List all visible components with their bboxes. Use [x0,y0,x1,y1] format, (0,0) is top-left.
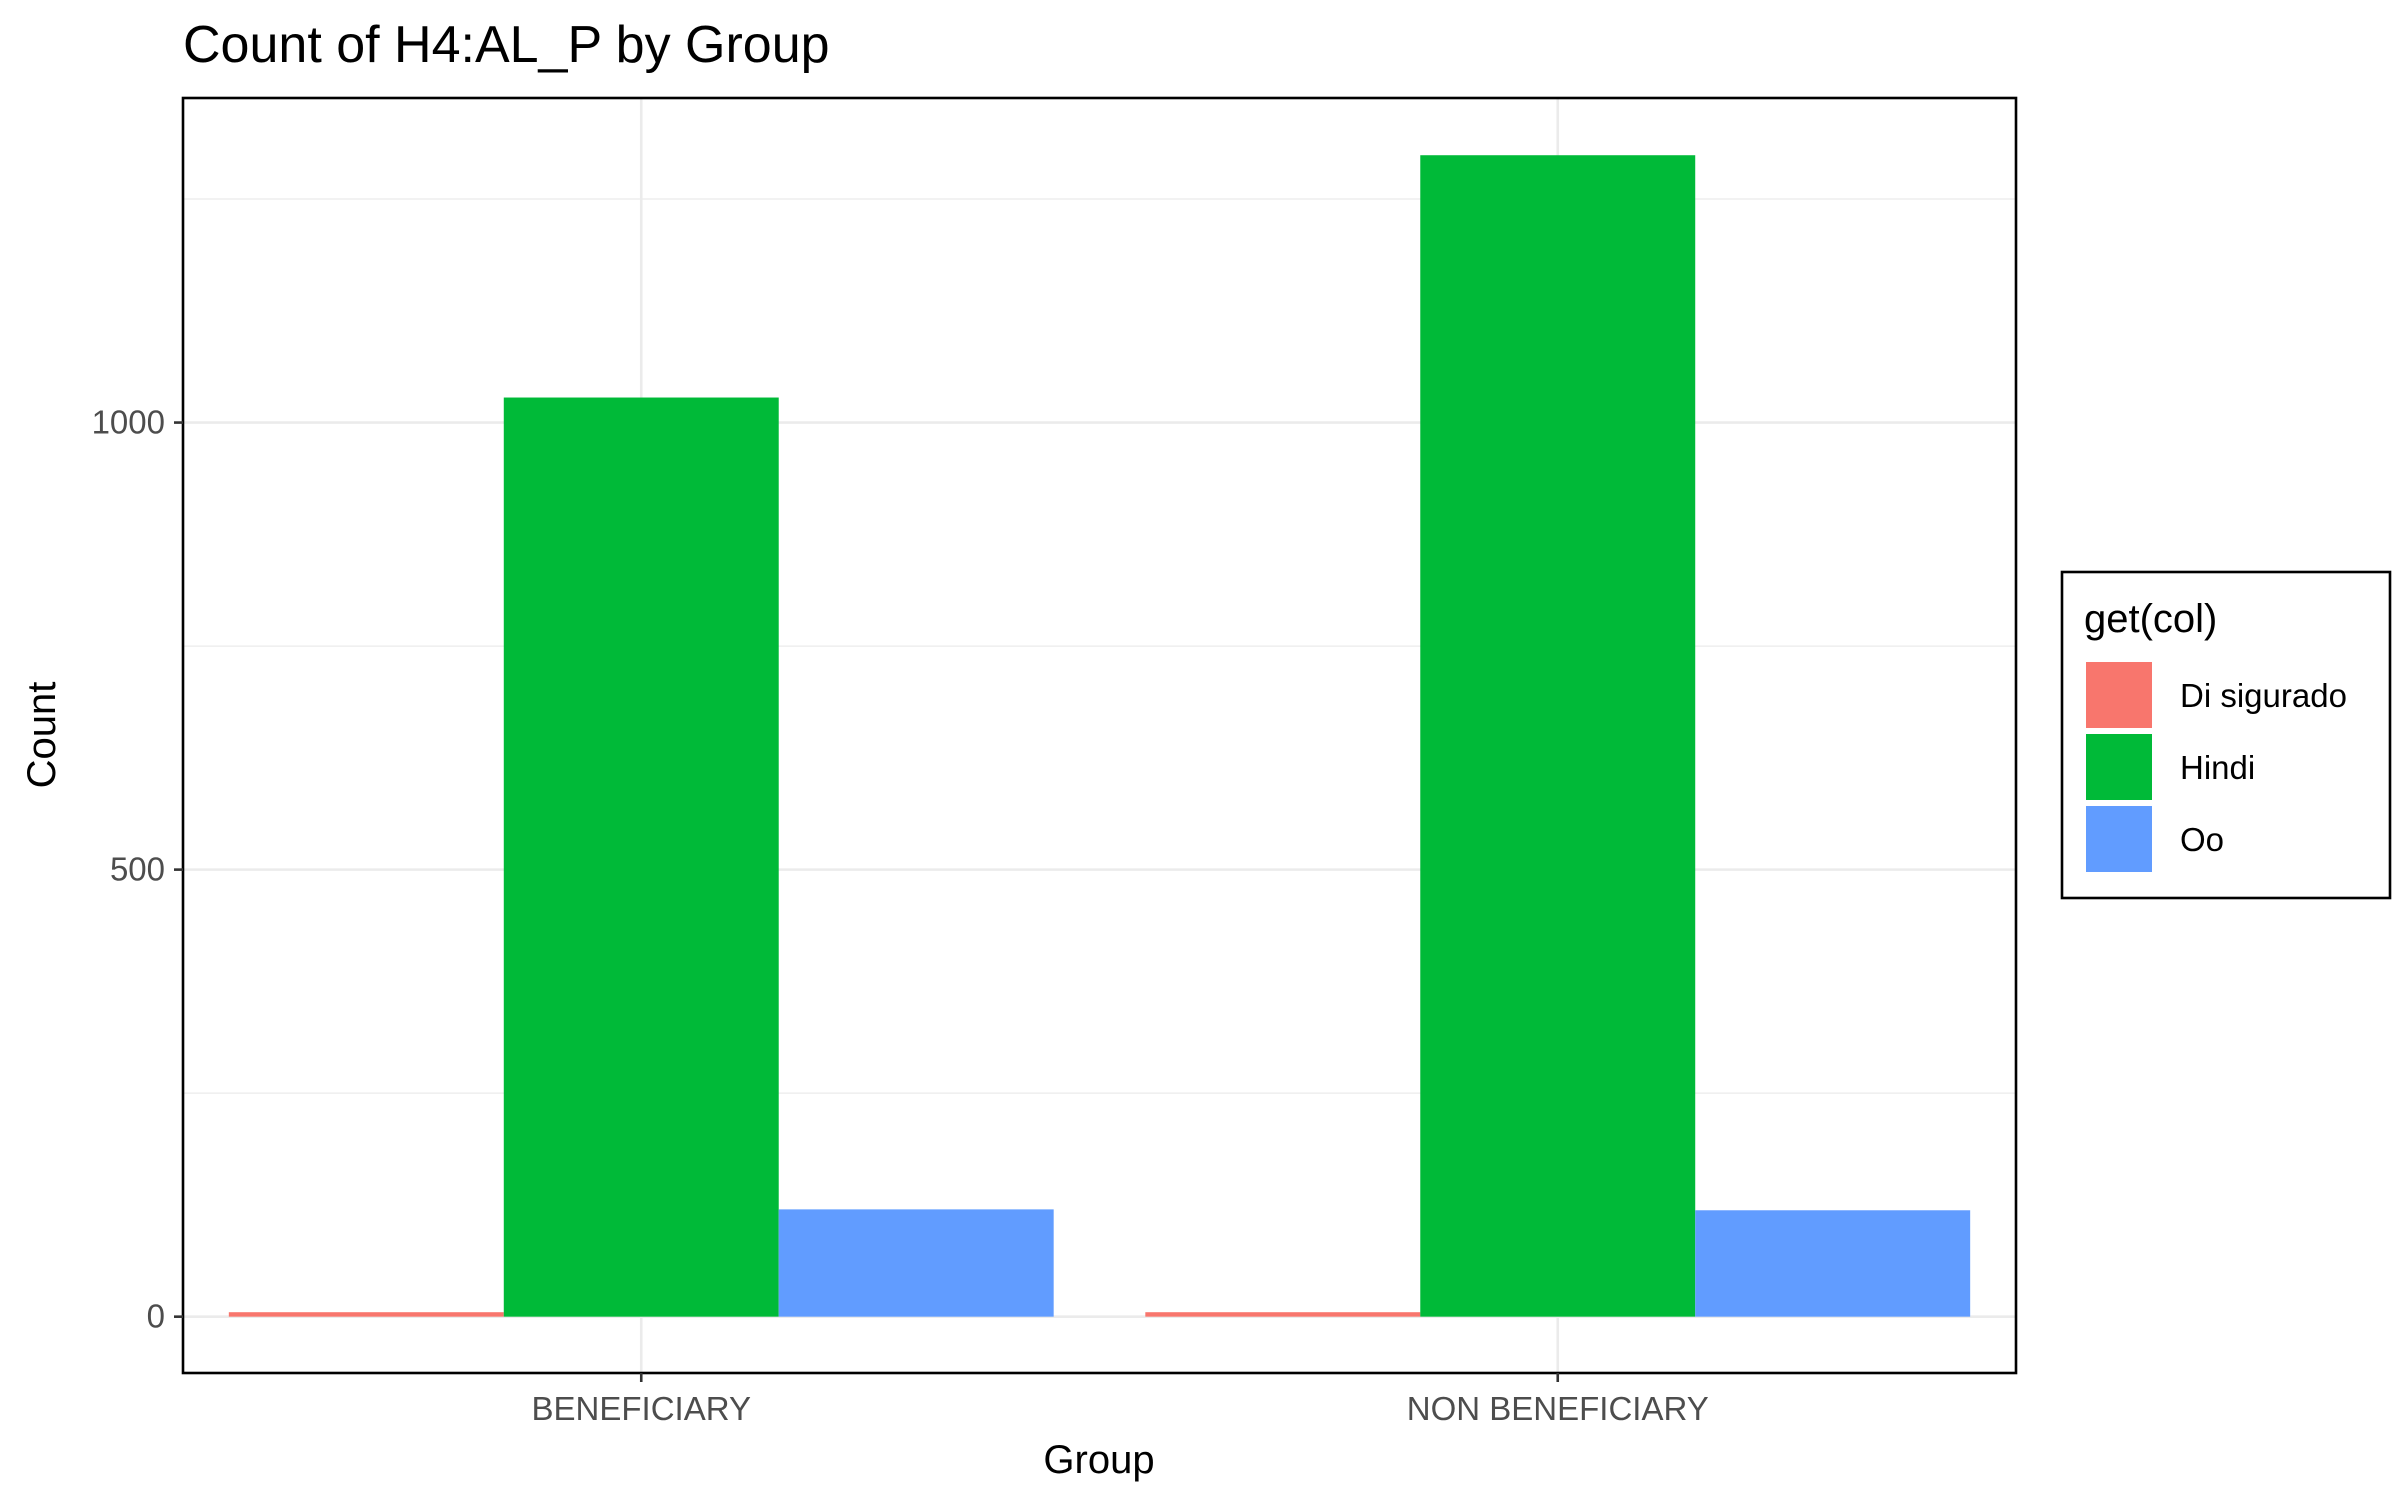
grid-lines [183,98,2016,1373]
x-tick-label: BENEFICIARY [532,1390,751,1427]
bar-di-sigurado-non-beneficiary [1145,1312,1421,1317]
legend-label: Hindi [2180,749,2255,786]
legend-title: get(col) [2084,597,2217,641]
legend-swatch [2086,806,2152,872]
legend-swatch [2086,734,2152,800]
bar-di-sigurado-beneficiary [228,1312,504,1317]
y-tick-label: 500 [110,851,165,888]
y-axis-title: Count [20,682,64,789]
y-tick-label: 0 [147,1298,165,1335]
x-tick-label: NON BENEFICIARY [1407,1390,1709,1427]
legend-label: Oo [2180,821,2224,858]
plot-panel-border [181,96,2018,1375]
bar-hindi-beneficiary [503,397,779,1317]
legend-label: Di sigurado [2180,677,2347,714]
y-tick-label: 1000 [92,404,165,441]
bar-hindi-non-beneficiary [1420,155,1696,1317]
legend: get(col) Di sigurado Hindi Oo [2060,570,2392,900]
x-axis-ticks: BENEFICIARY NON BENEFICIARY [532,1373,1709,1427]
chart-title: Count of H4:AL_P by Group [183,16,830,74]
bar-oo-beneficiary [778,1209,1054,1317]
bar-oo-non-beneficiary [1695,1210,1971,1317]
y-axis-ticks: 0 500 1000 [92,404,183,1335]
x-axis-title: Group [1043,1438,1154,1482]
legend-swatch [2086,662,2152,728]
bars [228,155,1971,1317]
